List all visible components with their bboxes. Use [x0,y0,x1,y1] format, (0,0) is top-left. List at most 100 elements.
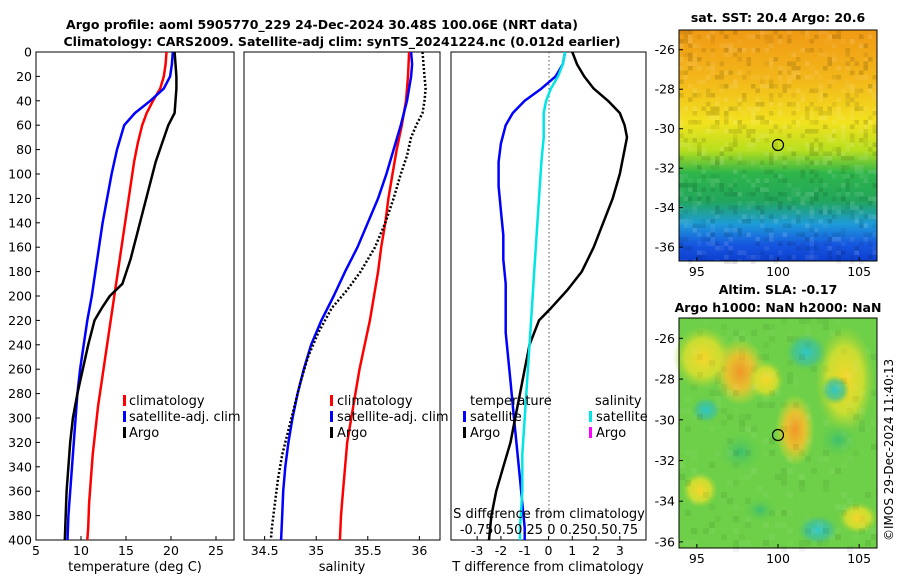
sst-pixel [841,88,846,93]
sst-pixel [805,34,810,39]
sla-pixel [769,534,775,540]
sst-pixel [710,106,715,111]
sla-pixel [745,540,751,546]
sla-pixel [691,540,697,546]
sst-pixel [872,129,877,134]
sla-pixel [733,384,739,390]
sst-pixel [872,93,877,98]
sst-pixel [823,183,828,188]
sst-pixel [710,237,715,242]
sla-pixel [709,426,715,432]
sst-pixel [854,165,859,170]
sst-pixel [733,129,738,134]
sst-pixel [728,232,733,237]
sst-pixel [818,97,823,102]
sst-pixel [827,169,832,174]
sla-pixel [745,516,751,522]
sst-pixel [787,84,792,89]
sst-pixel [769,93,774,98]
sst-pixel [809,192,814,197]
sst-pixel [832,102,837,107]
sla-pixel [805,318,811,324]
sst-pixel [827,210,832,215]
sst-pixel [805,129,810,134]
sst-pixel [688,43,693,48]
sst-pixel [742,250,747,255]
sst-pixel [791,147,796,152]
sst-pixel [773,147,778,152]
sst-pixel [769,214,774,219]
sst-pixel [796,75,801,80]
sst-pixel [692,138,697,143]
sst-pixel [832,205,837,210]
sst-pixel [805,111,810,116]
sst-pixel [728,192,733,197]
sst-pixel [868,169,873,174]
sst-pixel [724,192,729,197]
sst-pixel [773,219,778,224]
sst-pixel [809,205,814,210]
sla-pixel [775,372,781,378]
sla-pixel [781,468,787,474]
sla-pixel [787,330,793,336]
sst-pixel [782,223,787,228]
sst-pixel [755,178,760,183]
sst-pixel [823,66,828,71]
sst-pixel [805,246,810,251]
sst-pixel [746,106,751,111]
sla-pixel [847,408,853,414]
sst-pixel [854,192,859,197]
sst-pixel [724,241,729,246]
sst-pixel [697,34,702,39]
sst-pixel [814,196,819,201]
sla-pixel [787,528,793,534]
sst-pixel [809,120,814,125]
sst-pixel [728,84,733,89]
sst-pixel [751,34,756,39]
sst-pixel [751,147,756,152]
sst-pixel [710,61,715,66]
legend-label-t-satellite: satellite [470,410,522,425]
sst-pixel [778,111,783,116]
sla-pixel [745,336,751,342]
sst-pixel [809,237,814,242]
sst-pixel [778,70,783,75]
sst-pixel [692,228,697,233]
sla-pixel [769,390,775,396]
sla-pixel [679,474,685,480]
sla-pixel [709,522,715,528]
sst-pixel [836,255,841,260]
x-tick-label: 0 [545,543,553,558]
sst-pixel [719,147,724,152]
sst-pixel [701,255,706,260]
sla-pixel [685,408,691,414]
sla-pixel [691,384,697,390]
sst-pixel [845,156,850,161]
sla-pixel [799,354,805,360]
sla-pixel [739,420,745,426]
sst-pixel [715,165,720,170]
legend-label-climatology: climatology [129,394,205,409]
sst-pixel [805,196,810,201]
sst-pixel [859,88,864,93]
sla-pixel [805,414,811,420]
sst-pixel [859,165,864,170]
sst-pixel [827,84,832,89]
sst-pixel [728,52,733,57]
sst-pixel [755,97,760,102]
sst-pixel [742,97,747,102]
sla-pixel [745,414,751,420]
sla-pixel [775,474,781,480]
map-x-tick-label: 100 [766,551,790,566]
sst-pixel [850,210,855,215]
sst-pixel [733,183,738,188]
sst-pixel [764,75,769,80]
sla-pixel [715,378,721,384]
sst-pixel [854,106,859,111]
sst-pixel [859,138,864,143]
sla-pixel [769,372,775,378]
sst-pixel [796,246,801,251]
sst-pixel [764,255,769,260]
sst-pixel [724,142,729,147]
sst-pixel [791,151,796,156]
